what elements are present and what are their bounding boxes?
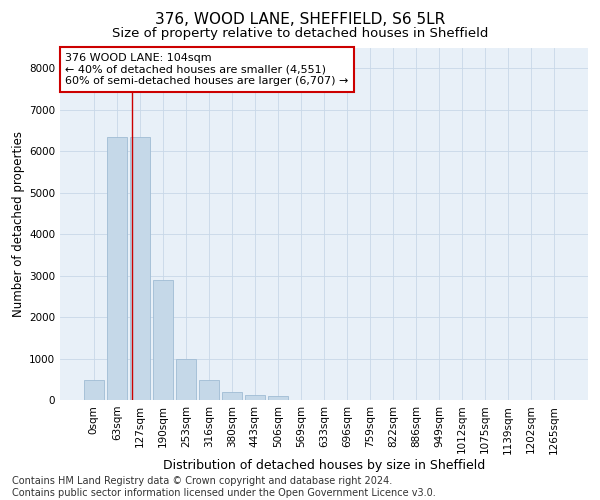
Bar [222, 392, 242, 400]
X-axis label: Distribution of detached houses by size in Sheffield: Distribution of detached houses by size … [163, 459, 485, 472]
Bar [199, 380, 218, 400]
Text: Contains HM Land Registry data © Crown copyright and database right 2024.
Contai: Contains HM Land Registry data © Crown c… [12, 476, 436, 498]
Bar [176, 359, 196, 400]
Text: 376, WOOD LANE, SHEFFIELD, S6 5LR: 376, WOOD LANE, SHEFFIELD, S6 5LR [155, 12, 445, 28]
Bar [107, 136, 127, 400]
Bar [130, 136, 149, 400]
Bar [153, 280, 173, 400]
Y-axis label: Number of detached properties: Number of detached properties [12, 130, 25, 317]
Text: Size of property relative to detached houses in Sheffield: Size of property relative to detached ho… [112, 28, 488, 40]
Bar [84, 380, 104, 400]
Bar [245, 395, 265, 400]
Bar [268, 396, 288, 400]
Text: 376 WOOD LANE: 104sqm
← 40% of detached houses are smaller (4,551)
60% of semi-d: 376 WOOD LANE: 104sqm ← 40% of detached … [65, 53, 349, 86]
